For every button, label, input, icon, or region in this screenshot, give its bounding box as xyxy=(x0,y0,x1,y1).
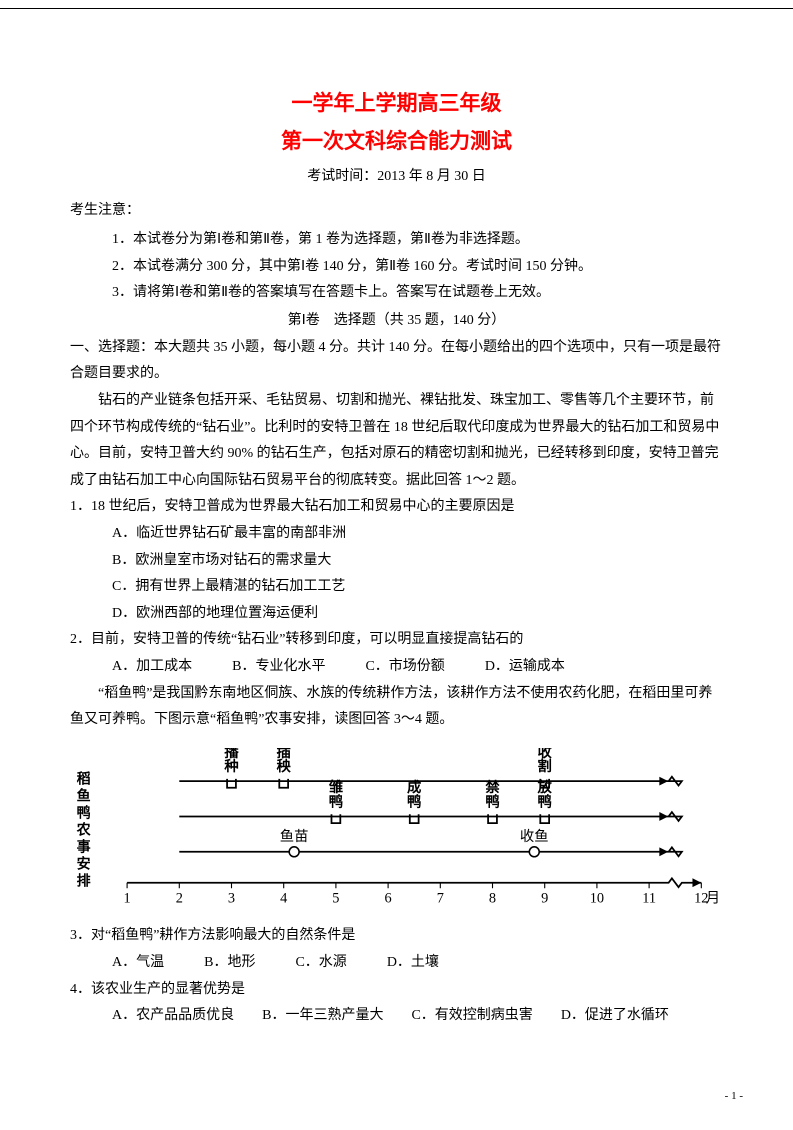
body: 一、选择题：本大题共 35 小题，每小题 4 分。共计 140 分。在每小题给出… xyxy=(70,335,723,1030)
page-number: - 1 - xyxy=(725,1090,743,1102)
svg-text:2: 2 xyxy=(175,890,182,906)
svg-text:6: 6 xyxy=(384,890,391,906)
q4-opt-c: C．有效控制病虫害 xyxy=(411,1003,532,1030)
q3-opt-d: D．土壤 xyxy=(387,950,439,977)
svg-text:鸭: 鸭 xyxy=(537,792,551,810)
q2-opt-d: D．运输成本 xyxy=(485,654,565,681)
title-line-1: 一学年上学期高三年级 xyxy=(70,87,723,117)
svg-text:秧: 秧 xyxy=(276,757,291,775)
q2-opt-c: C．市场份额 xyxy=(365,654,444,681)
passage-1: 钻石的产业链条包括开采、毛钻贸易、切割和抛光、裸钻批发、珠宝加工、零售等几个主要… xyxy=(70,388,723,494)
q2-opt-b: B．专业化水平 xyxy=(232,654,325,681)
q4-stem: 4．该农业生产的显著优势是 xyxy=(70,977,723,1004)
q2-options: A．加工成本 B．专业化水平 C．市场份额 D．运输成本 xyxy=(70,654,723,681)
svg-text:11: 11 xyxy=(642,890,656,906)
q3-options: A．气温 B．地形 C．水源 D．土壤 xyxy=(70,950,723,977)
svg-text:成: 成 xyxy=(407,778,422,796)
exam-date: 考试时间：2013 年 8 月 30 日 xyxy=(70,165,723,185)
svg-text:鸭: 鸭 xyxy=(407,792,421,810)
mc-intro: 一、选择题：本大题共 35 小题，每小题 4 分。共计 140 分。在每小题给出… xyxy=(70,335,723,388)
svg-text:放: 放 xyxy=(536,778,552,796)
passage-2: “稻鱼鸭”是我国黔东南地区侗族、水族的传统耕作方法，该耕作方法不使用农药化肥，在… xyxy=(70,681,723,734)
q3-opt-b: B．地形 xyxy=(204,950,255,977)
svg-text:4: 4 xyxy=(280,890,287,906)
q3-stem: 3．对“稻鱼鸭”耕作方法影响最大的自然条件是 xyxy=(70,923,723,950)
q4-opt-b: B．一年三熟产量大 xyxy=(262,1003,383,1030)
q4-options: A．农产品品质优良 B．一年三熟产量大 C．有效控制病虫害 D．促进了水循环 xyxy=(70,1003,723,1030)
q2-opt-a: A．加工成本 xyxy=(112,654,192,681)
svg-text:种: 种 xyxy=(223,757,238,775)
notice-item: 3．请将第Ⅰ卷和第Ⅱ卷的答案填写在答题卡上。答案写在试题卷上无效。 xyxy=(112,280,723,307)
svg-text:雏: 雏 xyxy=(328,778,342,796)
svg-text:鸭: 鸭 xyxy=(328,792,342,810)
title-line-2: 第一次文科综合能力测试 xyxy=(70,125,723,155)
q3-opt-a: A．气温 xyxy=(112,950,164,977)
q1-opt-c: C．拥有世界上最精湛的钻石加工工艺 xyxy=(70,574,723,601)
svg-text:8: 8 xyxy=(489,890,496,906)
notice-item: 2．本试卷满分 300 分，其中第Ⅰ卷 140 分，第Ⅱ卷 160 分。考试时间… xyxy=(112,254,723,281)
svg-text:5: 5 xyxy=(332,890,339,906)
svg-text:月: 月 xyxy=(705,890,719,906)
q1-opt-a: A．临近世界钻石矿最丰富的南部非洲 xyxy=(70,521,723,548)
chart-plot: 123456789101112月播种插秧收割雏鸭成鸭禁鸭放鸭鱼苗收鱼 xyxy=(105,748,723,914)
svg-text:收鱼: 收鱼 xyxy=(520,826,549,844)
svg-text:1: 1 xyxy=(123,890,130,906)
q2-stem: 2．目前，安特卫普的传统“钻石业”转移到印度，可以明显直接提高钻石的 xyxy=(70,627,723,654)
svg-text:鱼苗: 鱼苗 xyxy=(279,826,308,844)
exam-page: { "header": { "title1": "一学年上学期高三年级", "t… xyxy=(0,8,793,1130)
q4-opt-d: D．促进了水循环 xyxy=(561,1003,669,1030)
notice-label: 考生注意： xyxy=(70,199,723,219)
q1-opt-b: B．欧洲皇室市场对钻石的需求量大 xyxy=(70,548,723,575)
svg-text:7: 7 xyxy=(436,890,443,906)
q1-opt-d: D．欧洲西部的地理位置海运便利 xyxy=(70,601,723,628)
svg-text:3: 3 xyxy=(228,890,235,906)
svg-text:9: 9 xyxy=(541,890,548,906)
q4-opt-a: A．农产品品质优良 xyxy=(112,1003,234,1030)
svg-text:禁: 禁 xyxy=(485,778,500,796)
notice-list: 1．本试卷分为第Ⅰ卷和第Ⅱ卷，第 1 卷为选择题，第Ⅱ卷为非选择题。 2．本试卷… xyxy=(70,227,723,307)
svg-text:10: 10 xyxy=(589,890,603,906)
q3-opt-c: C．水源 xyxy=(295,950,346,977)
notice-item: 1．本试卷分为第Ⅰ卷和第Ⅱ卷，第 1 卷为选择题，第Ⅱ卷为非选择题。 xyxy=(112,227,723,254)
svg-text:割: 割 xyxy=(537,757,551,775)
section-mc-label: 第Ⅰ卷 选择题（共 35 题，140 分） xyxy=(70,309,723,329)
chart-y-label: 稻鱼鸭农事安排 xyxy=(70,748,105,914)
farming-chart: 稻鱼鸭农事安排 123456789101112月播种插秧收割雏鸭成鸭禁鸭放鸭鱼苗… xyxy=(70,748,723,914)
q1-stem: 1．18 世纪后，安特卫普成为世界最大钻石加工和贸易中心的主要原因是 xyxy=(70,494,723,521)
svg-text:鸭: 鸭 xyxy=(485,792,499,810)
